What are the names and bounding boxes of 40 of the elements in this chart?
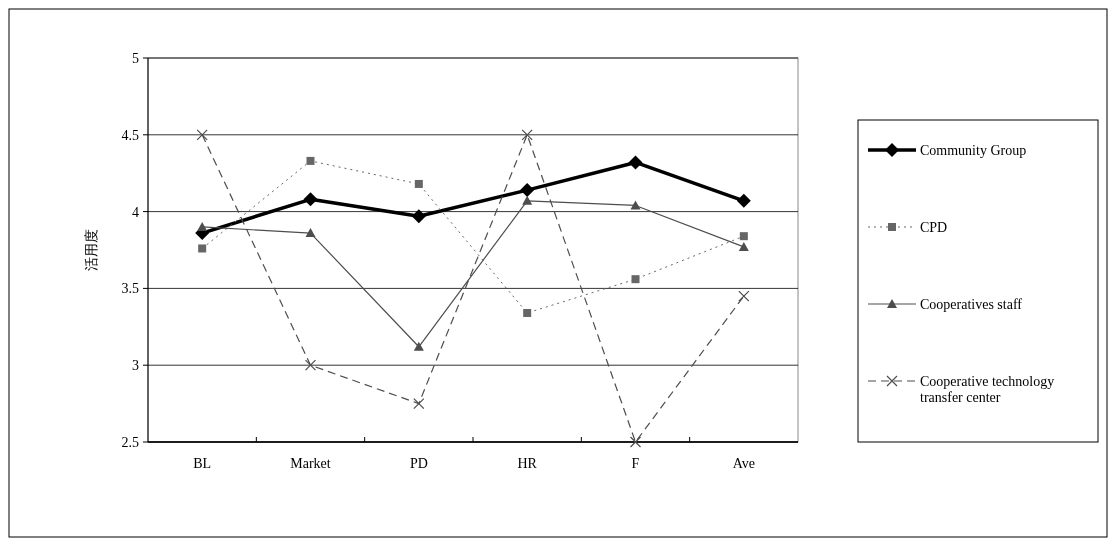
point (520, 183, 535, 198)
point (739, 232, 748, 241)
point (631, 275, 640, 284)
point (306, 156, 315, 165)
y-tick-label: 4 (132, 204, 139, 220)
point (196, 129, 208, 141)
point (736, 193, 751, 208)
x-tick-label: Ave (732, 456, 755, 471)
point (522, 195, 533, 205)
point (305, 228, 316, 238)
point (198, 244, 207, 253)
y-axis-title: 活用度 (83, 229, 99, 271)
y-tick-label: 5 (132, 50, 139, 66)
x-tick-label: F (631, 456, 640, 471)
legend-label: Cooperatives staff (920, 296, 1023, 312)
point (414, 179, 423, 188)
point (413, 341, 424, 351)
x-tick-label: Market (290, 456, 331, 471)
y-tick-label: 2.5 (121, 434, 139, 450)
point (411, 209, 426, 224)
point (628, 155, 643, 170)
y-tick-label: 3.5 (121, 281, 139, 297)
y-tick-label: 4.5 (121, 127, 139, 143)
point (738, 241, 749, 251)
point (523, 308, 532, 317)
point (413, 398, 425, 410)
x-tick-label: PD (409, 456, 428, 471)
point (629, 436, 642, 448)
point (630, 200, 641, 210)
legend-label: Community Group (920, 142, 1027, 158)
legend-label: Cooperative technology transfer center (920, 373, 1055, 405)
point (738, 290, 750, 302)
point (521, 129, 533, 141)
x-tick-label: BL (193, 456, 212, 471)
x-tick-label: HR (517, 456, 538, 471)
point (304, 359, 317, 371)
y-tick-label: 3 (132, 358, 139, 374)
legend-label: CPD (920, 219, 948, 235)
point (197, 221, 208, 231)
point (303, 192, 318, 207)
